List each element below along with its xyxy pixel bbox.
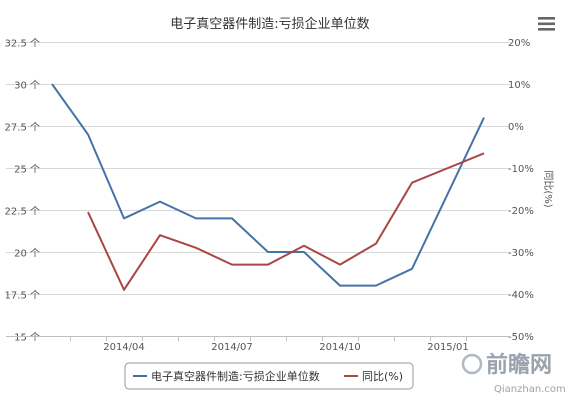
left-axis-tick-label: 20 个 xyxy=(14,248,40,260)
right-axis-tick-label: -30% xyxy=(508,248,534,259)
left-axis-tick-label: 27.5 个 xyxy=(5,122,40,134)
menu-icon-bar xyxy=(538,22,555,26)
x-axis-tick-label: 2015/01 xyxy=(427,342,469,353)
legend: 电子真空器件制造:亏损企业单位数 同比(%) xyxy=(124,362,414,390)
watermark-brand: 前瞻网 xyxy=(486,352,552,378)
x-axis-tick-label: 2014/04 xyxy=(103,342,145,353)
legend-label-series-2[interactable]: 同比(%) xyxy=(362,370,403,383)
right-axis-tick-label: -50% xyxy=(508,332,534,343)
left-axis-tick-label: 15 个 xyxy=(14,332,40,344)
menu-icon-bar xyxy=(538,28,555,31)
series-line-2 xyxy=(87,152,485,291)
x-axis-tick-label: 2014/07 xyxy=(211,342,253,353)
right-axis-label: 同比(%) xyxy=(542,170,554,207)
axes: 15 个 17.5 个 20 个 22.5 个 25 个 27.5 个 30 个 32.5 个… xyxy=(5,38,534,354)
watermark-logo xyxy=(461,353,483,375)
right-axis-tick-label: 10% xyxy=(508,80,530,91)
right-axis-tick-label: -40% xyxy=(508,290,534,301)
left-axis-tick-label: 17.5 个 xyxy=(5,290,40,302)
left-axis-tick-label: 30 个 xyxy=(14,80,40,92)
hamburger-menu-icon[interactable] xyxy=(538,17,555,31)
series-lines xyxy=(51,83,485,291)
x-axis-tick-label: 2014/10 xyxy=(319,342,361,353)
right-axis-tick-label: -10% xyxy=(508,164,534,175)
left-axis-tick-label: 25 个 xyxy=(14,164,40,176)
legend-label-series-1[interactable]: 电子真空器件制造:亏损企业单位数 xyxy=(151,369,320,383)
watermark: 前瞻网 Qianzhan.com xyxy=(461,352,566,395)
left-axis-tick-label: 22.5 个 xyxy=(5,206,40,218)
right-axis-tick-label: -20% xyxy=(508,206,534,217)
menu-icon-bar xyxy=(538,17,555,20)
right-axis-tick-label: 20% xyxy=(508,38,530,49)
watermark-url: Qianzhan.com xyxy=(494,384,566,395)
left-axis-tick-label: 32.5 个 xyxy=(5,38,40,50)
right-axis-tick-label: 0% xyxy=(508,122,524,133)
series-line-1 xyxy=(51,83,485,287)
gridlines xyxy=(6,42,510,337)
chart-title: 电子真空器件制造:亏损企业单位数 xyxy=(170,16,369,32)
legend-box xyxy=(124,362,414,390)
